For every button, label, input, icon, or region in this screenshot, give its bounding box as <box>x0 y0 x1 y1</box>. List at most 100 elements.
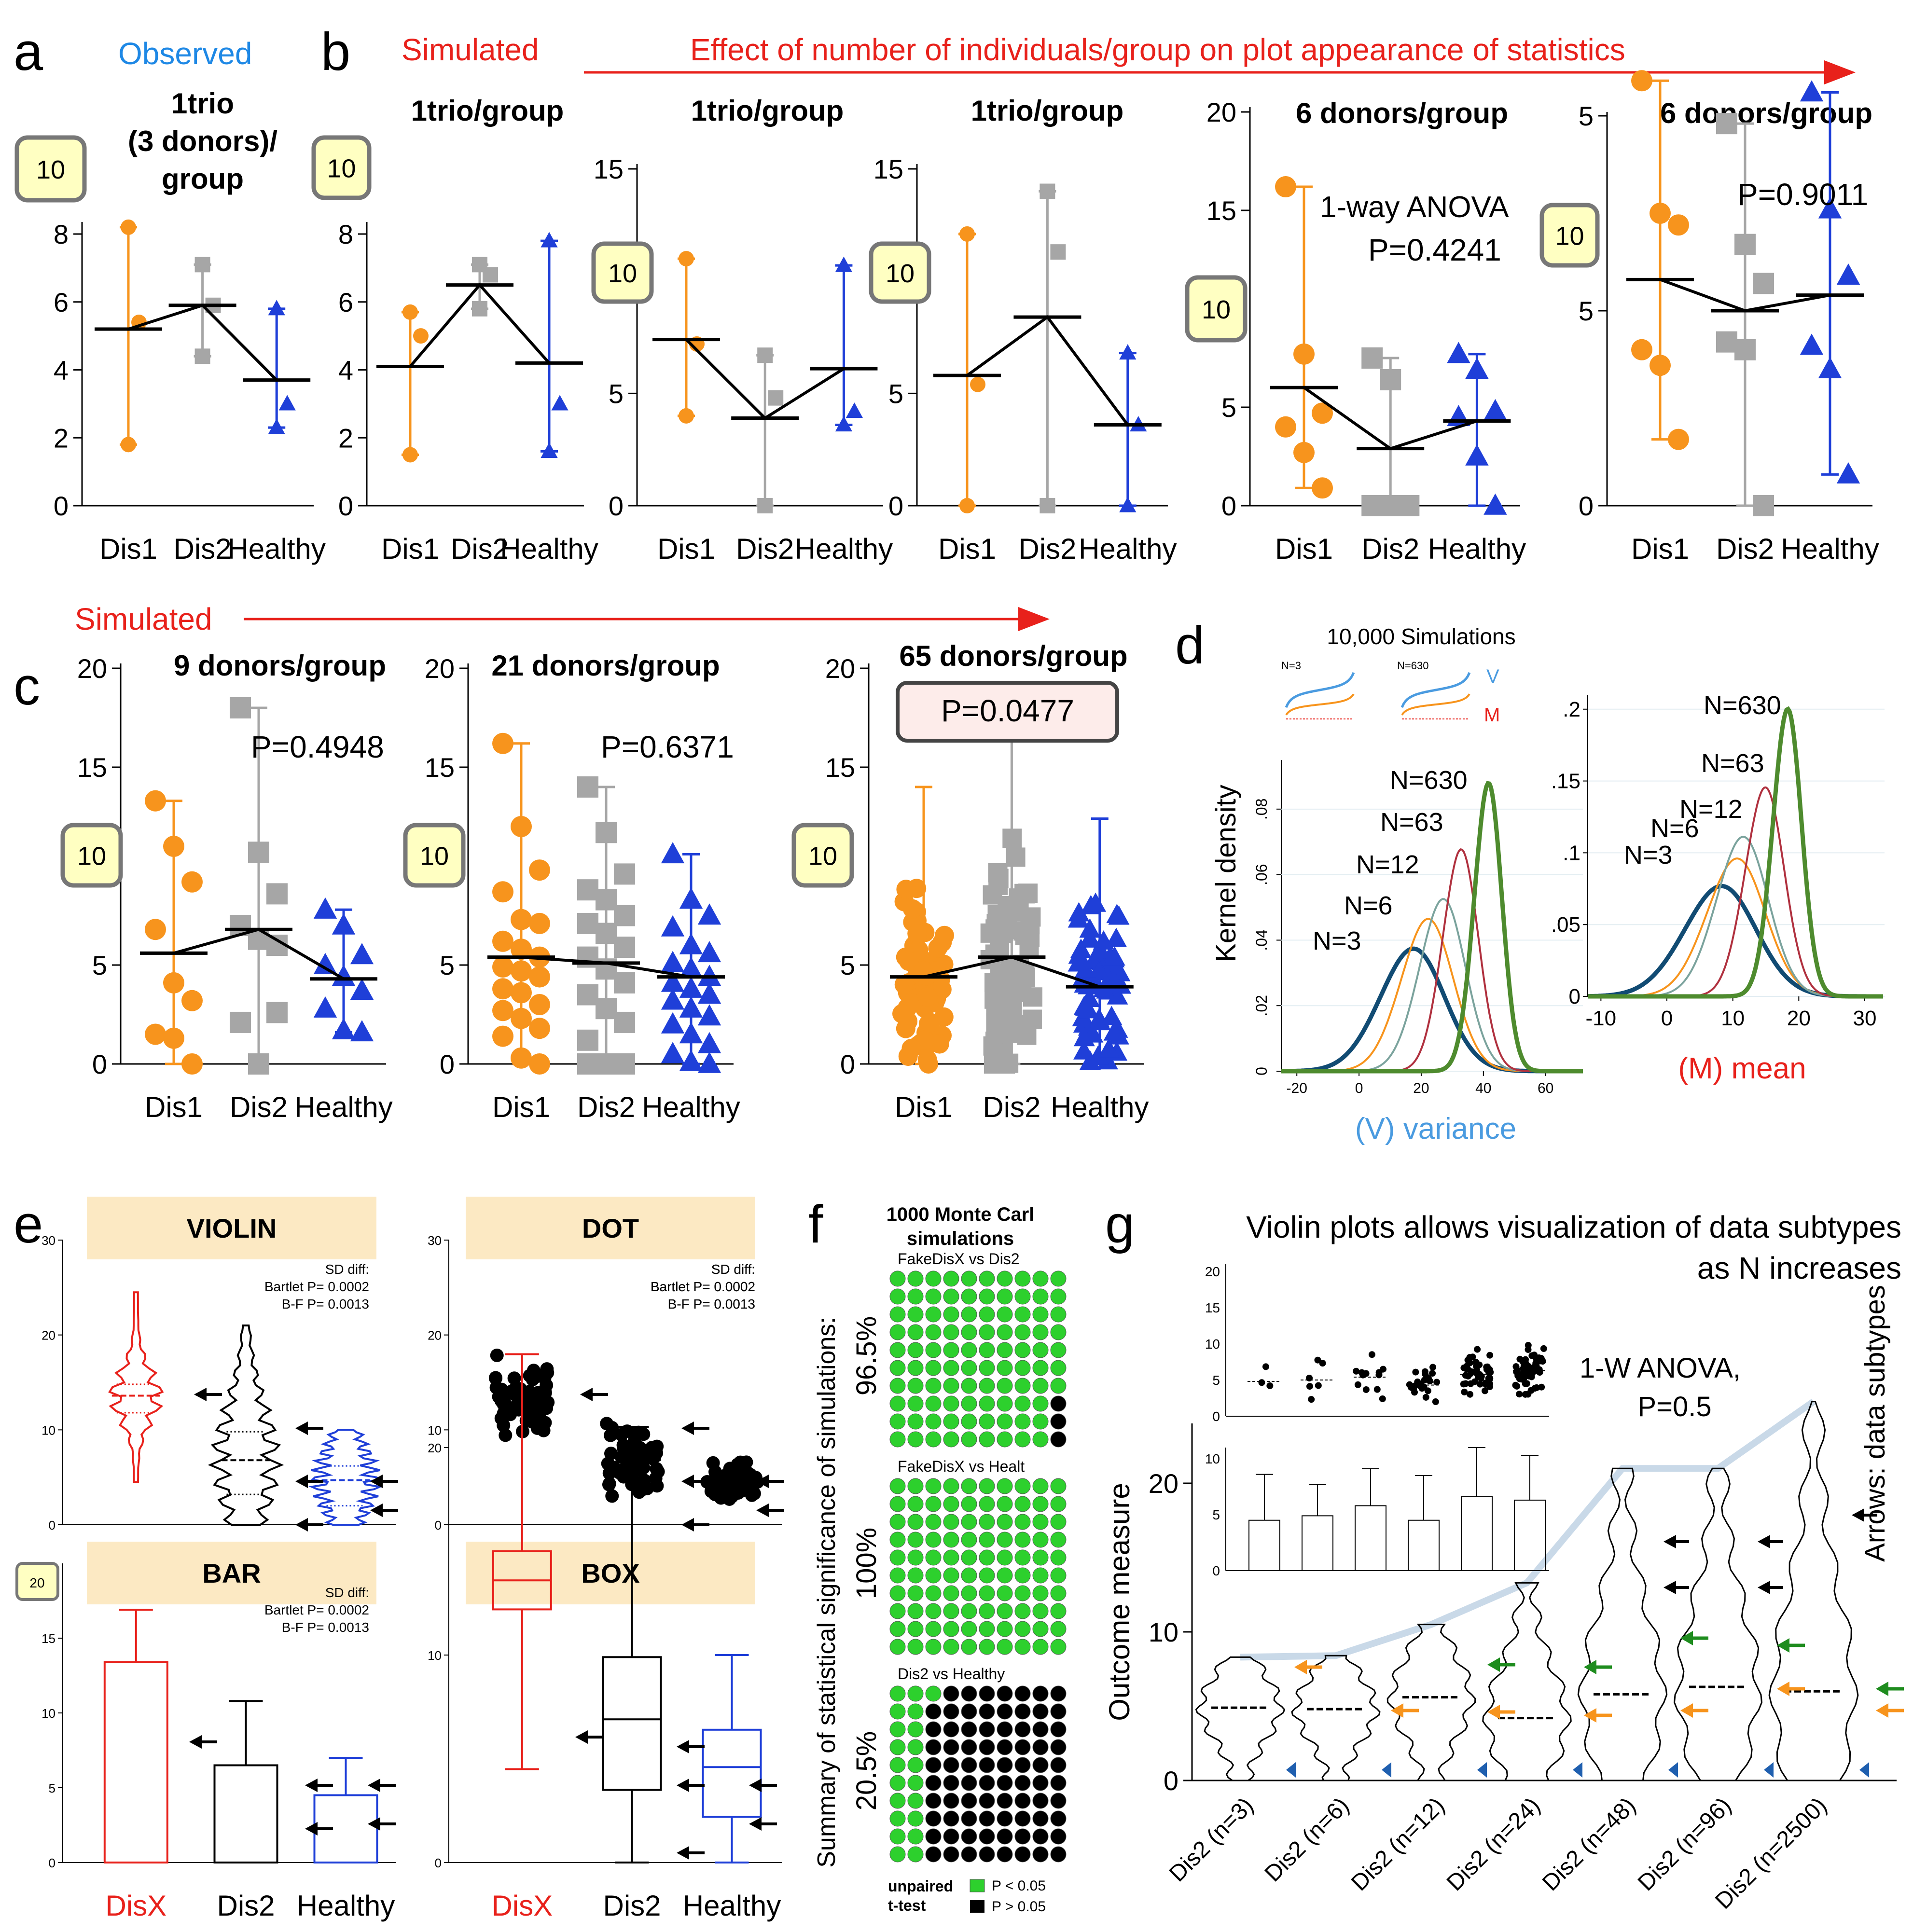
g-violin-1 <box>1291 1655 1381 1781</box>
data-point-b5-Dis2-1 <box>1734 234 1756 255</box>
density-curve-var-N=630 <box>1281 781 1583 1074</box>
g-inset-dot-4-12 <box>1486 1352 1494 1359</box>
f-sim-dot-0-14 <box>907 1342 924 1358</box>
f-sim-dot-0-80 <box>1032 1270 1049 1287</box>
f-sim-dot-0-84 <box>1032 1342 1049 1358</box>
anova-label-b4: 1-way ANOVA <box>1320 191 1509 224</box>
f-sim-dot-0-54 <box>979 1342 995 1358</box>
f-sim-dot-0-19 <box>907 1431 924 1448</box>
g-inset-dot-2-5 <box>1354 1381 1361 1388</box>
dot-e_dot-DisX-59 <box>503 1408 517 1421</box>
data-point-c2-Healthy-5 <box>697 941 721 963</box>
data-point-c3-Healthy-64 <box>1073 1027 1095 1047</box>
f-legend-sig: P < 0.05 <box>992 1878 1046 1894</box>
g-blue-arrow-2 <box>1477 1762 1487 1778</box>
d-ytick-label-mean-1: .05 <box>1551 913 1580 937</box>
f-sim-dot-2-91 <box>1050 1703 1067 1720</box>
data-point-c3-Dis1-28 <box>918 1054 938 1074</box>
data-point-c1-Healthy-1 <box>332 913 356 935</box>
dot-e_dot-Dis2-49 <box>618 1449 632 1463</box>
f-sim-dot-2-8 <box>889 1828 906 1845</box>
data-point-c3-Dis1-53 <box>899 952 919 971</box>
g-inset-dot-0-1 <box>1266 1382 1274 1389</box>
subtype-arrowhead-e_bar-2 <box>305 1822 318 1835</box>
f-sim-dot-1-35 <box>943 1567 959 1584</box>
f-sim-dot-0-13 <box>907 1324 924 1340</box>
f-block-label-1: FakeDisX vs Healt <box>898 1458 1025 1475</box>
data-point-c3-Healthy-22 <box>1089 1011 1111 1031</box>
f-sim-dot-2-88 <box>1032 1828 1049 1845</box>
f-sim-dot-1-45 <box>961 1567 977 1584</box>
g-inset-dot-3-2 <box>1429 1364 1437 1371</box>
e-ytick-label-e_bar-2: 10 <box>42 1706 55 1721</box>
data-point-c1-Dis1-1 <box>163 836 184 857</box>
f-block-percent-1: 100% <box>851 1528 882 1599</box>
y-tick-label-b4-0: 0 <box>1221 491 1236 521</box>
data-point-a-Healthy-0 <box>268 300 285 316</box>
d-xtick-label-mean-1: 0 <box>1661 1007 1673 1030</box>
data-point-b2-Dis2-2 <box>757 498 773 513</box>
e-panel-e_dot: 0 10 20 30 DOT SD diff: Bartlet P= 0.0002 B-F P… <box>428 1197 784 1532</box>
f-sim-dot-2-22 <box>925 1721 942 1738</box>
f-sim-dot-0-43 <box>961 1324 977 1340</box>
f-sim-dot-2-47 <box>961 1810 977 1827</box>
data-point-c3-Healthy-55 <box>1098 1038 1120 1058</box>
panel-letter-b: b <box>321 22 350 82</box>
dot-e_dot-DisX-51 <box>521 1395 535 1409</box>
g-inset-dot-1-1 <box>1308 1396 1315 1403</box>
f-sim-dot-1-81 <box>1032 1496 1049 1512</box>
y-tick-label-c1-1: 5 <box>92 950 107 980</box>
f-panel: 1000 Monte Carl simulations Summary of sta… <box>813 1204 1067 1915</box>
data-point-c3-Healthy-61 <box>1079 1050 1101 1070</box>
f-sim-dot-2-97 <box>1050 1810 1067 1827</box>
d-xtick-label-mean-2: 10 <box>1721 1007 1745 1030</box>
ten-label-box-b5 <box>1539 203 1600 268</box>
panel-title-c1: 9 donors/group <box>174 649 386 682</box>
d-var-curve-label-3: N=63 <box>1380 808 1443 837</box>
ten-label-b2: 10 <box>608 259 637 288</box>
g-inset-dot-4-9 <box>1461 1388 1468 1395</box>
dot-e_dot-DisX-54 <box>509 1389 523 1403</box>
f-sim-dot-1-92 <box>1050 1514 1067 1530</box>
g-inset-dot-ytick-4: 20 <box>1205 1264 1220 1279</box>
g-title-1: Violin plots allows visualization of dat… <box>1246 1210 1901 1244</box>
f-sim-dot-0-10 <box>907 1270 924 1287</box>
g-inset-dot-5-58 <box>1516 1355 1524 1363</box>
d-ytick-label-var-3: .06 <box>1253 864 1270 885</box>
f-sim-dot-0-53 <box>979 1324 995 1340</box>
f-sim-dot-0-15 <box>907 1360 924 1376</box>
f-sim-dot-0-57 <box>979 1395 995 1412</box>
data-point-b1-Dis2-1 <box>483 267 498 283</box>
scatter-panel-c1: 0 5 15 20 10 9 donors/group Dis1 Dis2 Healthy P=0… <box>60 649 393 1123</box>
f-sim-dot-0-64 <box>997 1342 1013 1358</box>
f-sim-dot-2-71 <box>1014 1703 1031 1720</box>
y-tick-label-b5-3: 5 <box>1579 101 1594 131</box>
data-point-b3-Healthy-2 <box>1119 497 1137 512</box>
f-block-label-0: FakeDisX vs Dis2 <box>898 1250 1020 1268</box>
panel-title-a-2: group <box>162 163 244 195</box>
data-point-c3-Healthy-24 <box>1106 927 1127 947</box>
f-sim-dot-0-27 <box>925 1395 942 1412</box>
f-sim-dot-2-43 <box>961 1739 977 1755</box>
g-inset-dot-5-30 <box>1516 1391 1523 1398</box>
data-point-a-Healthy-1 <box>278 395 296 411</box>
f-sim-dot-2-19 <box>907 1846 924 1863</box>
g-inset-dot-4-35 <box>1471 1378 1478 1385</box>
data-point-b2-Dis2-0 <box>757 347 773 363</box>
data-point-c3-Dis1-61 <box>921 1013 941 1033</box>
f-sim-dot-2-42 <box>961 1721 977 1738</box>
data-point-b5-Healthy-4 <box>1818 357 1842 378</box>
f-sim-dot-2-56 <box>979 1793 995 1809</box>
y-tick-label-b1-1: 2 <box>338 423 353 453</box>
data-point-c2-Dis2-1 <box>596 822 617 843</box>
data-point-b4-Dis1-0 <box>1275 176 1296 198</box>
f-sim-dot-2-6 <box>889 1793 906 1809</box>
f-sim-dot-0-40 <box>961 1270 977 1287</box>
f-sim-dot-0-95 <box>1050 1360 1067 1376</box>
f-sim-dot-0-91 <box>1050 1288 1067 1305</box>
f-sim-dot-2-74 <box>1014 1757 1031 1773</box>
d-xtick-label-var-2: 20 <box>1413 1080 1429 1096</box>
ten-label-a: 10 <box>36 155 65 184</box>
d-xtick-label-var-1: 0 <box>1355 1080 1363 1096</box>
f-sim-dot-0-87 <box>1032 1395 1049 1412</box>
